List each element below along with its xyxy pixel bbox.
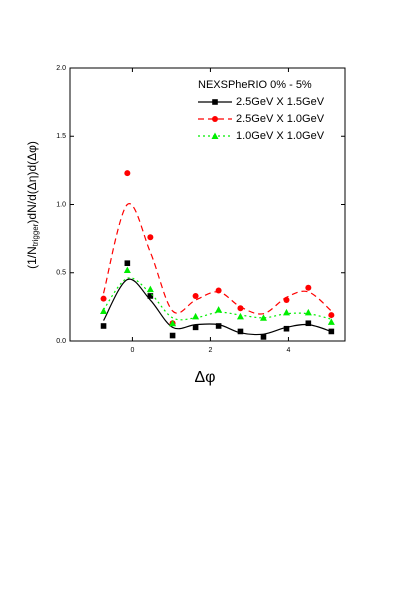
y-label-sub: trigger xyxy=(31,223,40,246)
y-tick-label: 1.0 xyxy=(56,201,66,208)
legend-marker xyxy=(212,116,218,122)
data-point xyxy=(192,292,199,299)
data-point xyxy=(215,306,223,313)
legend-label: 2.5GeV X 1.5GeV xyxy=(236,96,325,108)
y-axis-label: (1/Ntrigger)dN/d(Δη)d(Δφ) xyxy=(25,141,40,269)
data-point xyxy=(305,320,312,327)
data-point xyxy=(237,305,244,312)
x-tick-label: 4 xyxy=(286,347,290,354)
data-point xyxy=(100,307,108,314)
data-point xyxy=(328,312,335,319)
data-point xyxy=(327,318,335,325)
data-point xyxy=(146,285,154,293)
legend-label: 1.0GeV X 1.0GeV xyxy=(236,130,325,142)
data-point xyxy=(283,297,290,304)
data-point xyxy=(124,170,131,177)
data-point xyxy=(100,323,107,329)
y-label-rest: )dN/d(Δη)d(Δφ) xyxy=(25,141,39,224)
data-point xyxy=(215,287,222,294)
data-point xyxy=(236,312,244,320)
y-tick-label: 0.5 xyxy=(56,270,66,277)
data-point xyxy=(260,334,267,340)
data-point xyxy=(192,324,199,331)
data-point xyxy=(215,323,222,329)
data-point xyxy=(169,332,176,339)
data-point xyxy=(192,312,200,320)
legend-marker xyxy=(212,99,218,105)
data-point xyxy=(169,319,177,327)
x-tick-label: 2 xyxy=(208,347,212,354)
legend-title: NEXSPheRIO 0% - 5% xyxy=(198,79,312,91)
legend-marker xyxy=(211,132,219,139)
data-point xyxy=(328,328,335,335)
data-point xyxy=(147,293,154,299)
plot-frame xyxy=(69,67,346,342)
x-tick-label: 0 xyxy=(130,347,134,354)
data-point xyxy=(147,234,154,241)
data-point xyxy=(123,266,131,274)
data-point xyxy=(304,308,312,316)
data-point xyxy=(305,284,312,291)
y-label-main: (1/N xyxy=(25,246,39,269)
data-point xyxy=(100,295,107,302)
fit-curve xyxy=(102,203,332,315)
data-point xyxy=(124,260,131,266)
data-point xyxy=(237,328,244,335)
x-axis-label: Δφ xyxy=(194,369,215,386)
data-point xyxy=(259,314,267,321)
y-tick-label: 2.0 xyxy=(56,65,66,72)
y-tick-label: 1.5 xyxy=(56,133,66,140)
legend-label: 2.5GeV X 1.0GeV xyxy=(236,113,325,125)
y-tick-label: 0.0 xyxy=(56,338,66,345)
data-point xyxy=(282,308,290,316)
data-point xyxy=(283,325,290,332)
